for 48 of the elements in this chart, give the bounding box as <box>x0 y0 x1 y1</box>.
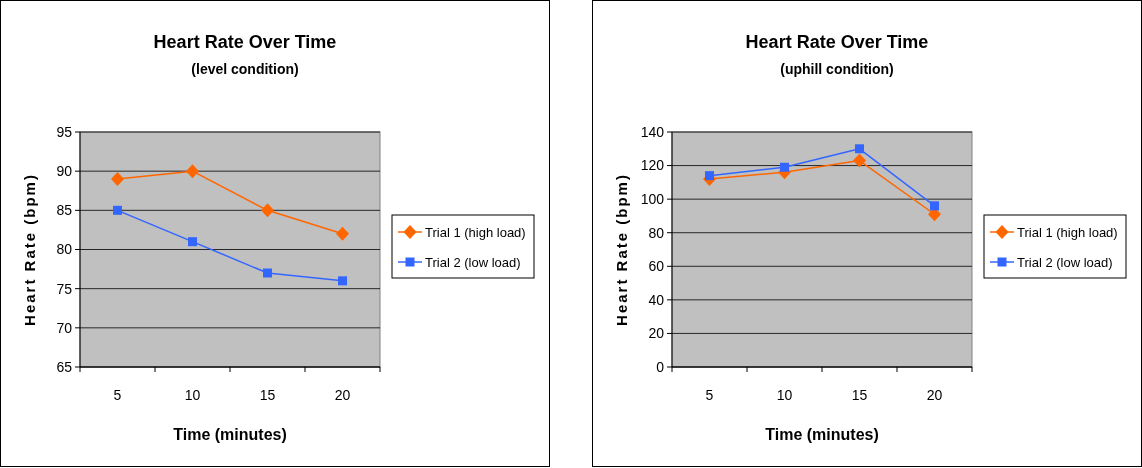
chart-title: Heart Rate Over Time <box>153 32 337 52</box>
x-tick-label: 15 <box>259 387 276 403</box>
y-tick-label: 85 <box>56 202 73 219</box>
x-tick-label: 20 <box>926 387 943 403</box>
x-axis-title: Time (minutes) <box>173 426 287 443</box>
point <box>263 268 272 278</box>
legend-label: Trial 1 (high load) <box>425 224 526 240</box>
y-tick-label: 65 <box>56 358 73 375</box>
x-tick-label: 15 <box>851 387 868 403</box>
x-axis-title: Time (minutes) <box>765 426 879 443</box>
point <box>336 226 349 241</box>
point <box>780 162 789 172</box>
x-tick-label: 20 <box>334 387 351 403</box>
y-tick-label: 95 <box>56 123 73 140</box>
y-tick-label: 90 <box>56 163 73 180</box>
point <box>705 171 714 181</box>
y-tick-label: 75 <box>56 280 73 297</box>
point <box>855 144 864 154</box>
x-tick-label: 5 <box>705 387 714 403</box>
x-tick-label: 10 <box>776 387 793 403</box>
legend-label: Trial 1 (high load) <box>1017 224 1118 240</box>
x-tick-label: 10 <box>184 387 201 403</box>
legend-label: Trial 2 (low load) <box>425 254 521 270</box>
point <box>930 201 939 211</box>
point <box>261 203 274 218</box>
y-tick-label: 60 <box>648 258 665 275</box>
chart-title: Heart Rate Over Time <box>745 32 929 52</box>
y-tick-label: 140 <box>640 123 665 140</box>
legend-label: Trial 2 (low load) <box>1017 254 1113 270</box>
point <box>113 205 122 215</box>
point <box>853 153 866 168</box>
y-axis-title: Heart Rate (bpm) <box>613 173 630 326</box>
y-tick-label: 80 <box>648 224 665 241</box>
chart-subtitle: (level condition) <box>191 61 299 77</box>
point <box>188 237 197 247</box>
point <box>338 276 347 286</box>
x-tick-label: 5 <box>113 387 122 403</box>
y-tick-label: 20 <box>648 325 665 342</box>
y-tick-label: 0 <box>656 358 665 375</box>
chart-subtitle: (uphill condition) <box>780 61 894 77</box>
point <box>111 172 124 186</box>
y-tick-label: 100 <box>640 191 665 208</box>
y-tick-label: 40 <box>648 291 665 308</box>
y-axis-title: Heart Rate (bpm) <box>21 173 38 326</box>
y-tick-label: 80 <box>56 241 73 258</box>
y-tick-label: 120 <box>640 157 665 174</box>
point <box>186 164 199 179</box>
y-tick-label: 70 <box>56 319 73 336</box>
